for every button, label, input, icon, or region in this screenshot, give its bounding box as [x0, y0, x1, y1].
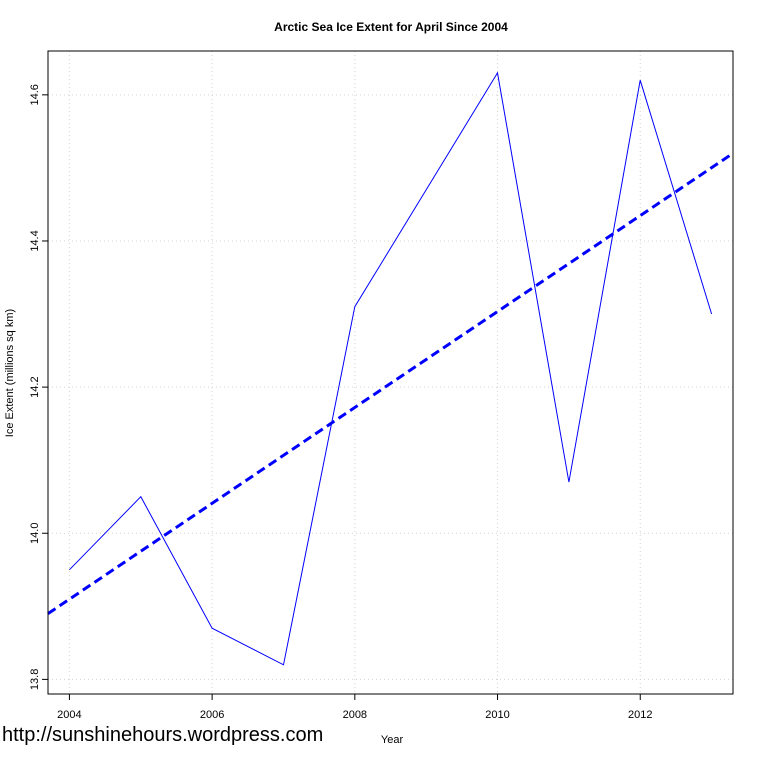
trend-line-1 — [47, 152, 734, 615]
chart-title: Arctic Sea Ice Extent for April Since 20… — [274, 20, 508, 34]
y-tick-label-2: 14.2 — [29, 376, 41, 397]
plot-frame — [47, 50, 734, 695]
grid-lines — [48, 51, 733, 694]
x-tick-label-1: 2006 — [200, 709, 224, 721]
watermark-url: http://sunshinehours.wordpress.com — [2, 724, 324, 746]
x-tick-label-3: 2010 — [485, 709, 509, 721]
y-tick-label-3: 14.4 — [29, 230, 41, 251]
x-tick-label-0: 2004 — [57, 709, 81, 721]
y-tick-label-4: 14.6 — [29, 84, 41, 105]
x-axis: 2004 2006 2008 2010 2012 — [57, 694, 652, 721]
series-lines — [47, 71, 734, 666]
x-tick-label-2: 2008 — [343, 709, 367, 721]
y-axis-label: Ice Extent (millions sq km) — [4, 309, 16, 437]
y-axis: 13.8 14.0 14.2 14.4 14.6 — [29, 84, 48, 690]
data-line-0 — [69, 71, 713, 666]
y-tick-label-0: 13.8 — [29, 669, 41, 690]
x-axis-label: Year — [381, 734, 404, 746]
x-tick-label-4: 2012 — [628, 709, 652, 721]
y-tick-label-1: 14.0 — [29, 523, 41, 544]
